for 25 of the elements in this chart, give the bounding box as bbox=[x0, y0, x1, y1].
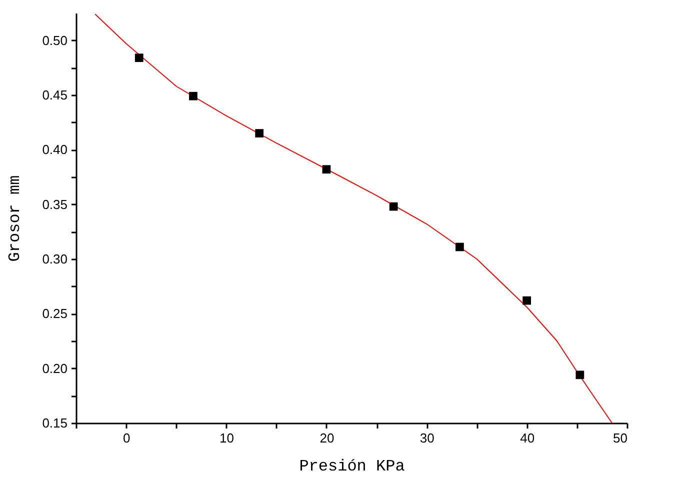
point bbox=[134, 54, 144, 62]
x-tick-label: 40 bbox=[520, 430, 535, 446]
point bbox=[189, 92, 198, 100]
y-tick-label: 0.15 bbox=[42, 416, 68, 430]
point bbox=[456, 242, 464, 252]
y-tick-label: 0.45 bbox=[42, 88, 68, 102]
point bbox=[322, 165, 331, 174]
point bbox=[255, 129, 264, 138]
y-axis-title: Grosor mm bbox=[6, 175, 24, 262]
y-tick-label: 0.25 bbox=[42, 306, 68, 322]
y-tick-label: 0.40 bbox=[42, 142, 68, 158]
x-tick-label: 0 bbox=[122, 430, 130, 446]
y-tick-label: 0.20 bbox=[42, 360, 68, 376]
x-tick-label: 10 bbox=[220, 430, 234, 446]
point bbox=[576, 370, 584, 380]
x-tick-label: 20 bbox=[320, 430, 334, 446]
x-tick-label: 30 bbox=[420, 430, 434, 446]
line-series bbox=[94, 14, 612, 424]
point bbox=[522, 296, 531, 305]
point bbox=[389, 202, 398, 211]
x-tick-label: 50 bbox=[613, 430, 628, 446]
y-tick-label: 0.30 bbox=[42, 252, 68, 266]
x-axis-title: Presión KPa bbox=[299, 458, 406, 476]
y-tick-label: 0.50 bbox=[42, 32, 68, 48]
y-tick-label: 0.35 bbox=[42, 196, 68, 212]
